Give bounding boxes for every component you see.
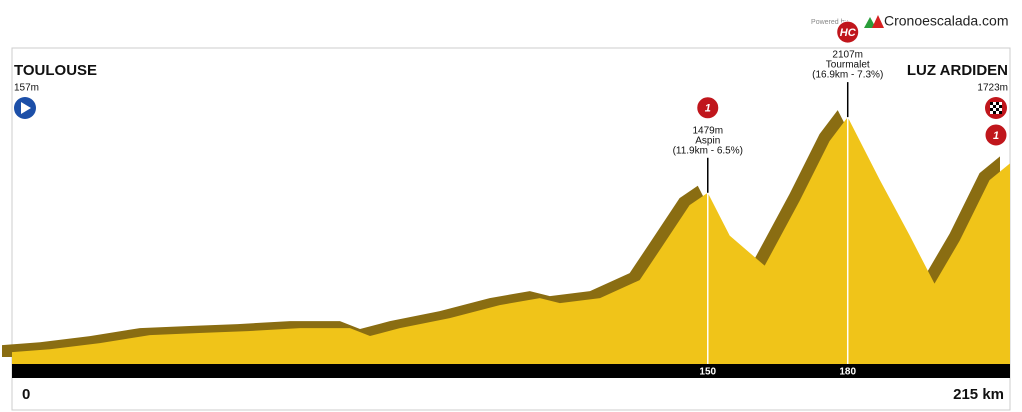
peak-name: Tourmalet <box>826 60 870 71</box>
logo <box>864 15 884 28</box>
start-icon <box>14 97 36 119</box>
x-tick-label: 150 <box>699 367 716 378</box>
distance-bar <box>12 364 1010 378</box>
category-label: 1 <box>705 103 711 115</box>
peak-elevation: 1479m <box>692 125 723 136</box>
finish-name: LUZ ARDIDEN <box>907 62 1008 79</box>
peak-detail: (11.9km - 6.5%) <box>673 145 743 156</box>
brand: Cronoescalada.com <box>884 13 1009 29</box>
start-elevation: 157m <box>14 83 39 94</box>
category-label: HC <box>840 27 857 39</box>
x-tick-label: 180 <box>839 367 856 378</box>
category-badge <box>836 20 860 44</box>
start-name: TOULOUSE <box>14 62 97 79</box>
profile-area <box>12 117 1010 364</box>
finish-elevation: 1723m <box>977 83 1008 94</box>
x-tick-label: 215 km <box>953 386 1004 403</box>
finish-flag <box>985 97 1007 119</box>
category-label: 1 <box>993 130 999 142</box>
x-tick-label: 0 <box>22 386 30 403</box>
peak-name: Aspin <box>695 135 720 146</box>
category-badge <box>696 96 720 120</box>
peak-detail: (16.9km - 7.3%) <box>812 70 883 81</box>
powered-by: Powered by <box>811 19 848 26</box>
peak-elevation: 2107m <box>832 50 863 61</box>
category-badge <box>984 123 1008 147</box>
